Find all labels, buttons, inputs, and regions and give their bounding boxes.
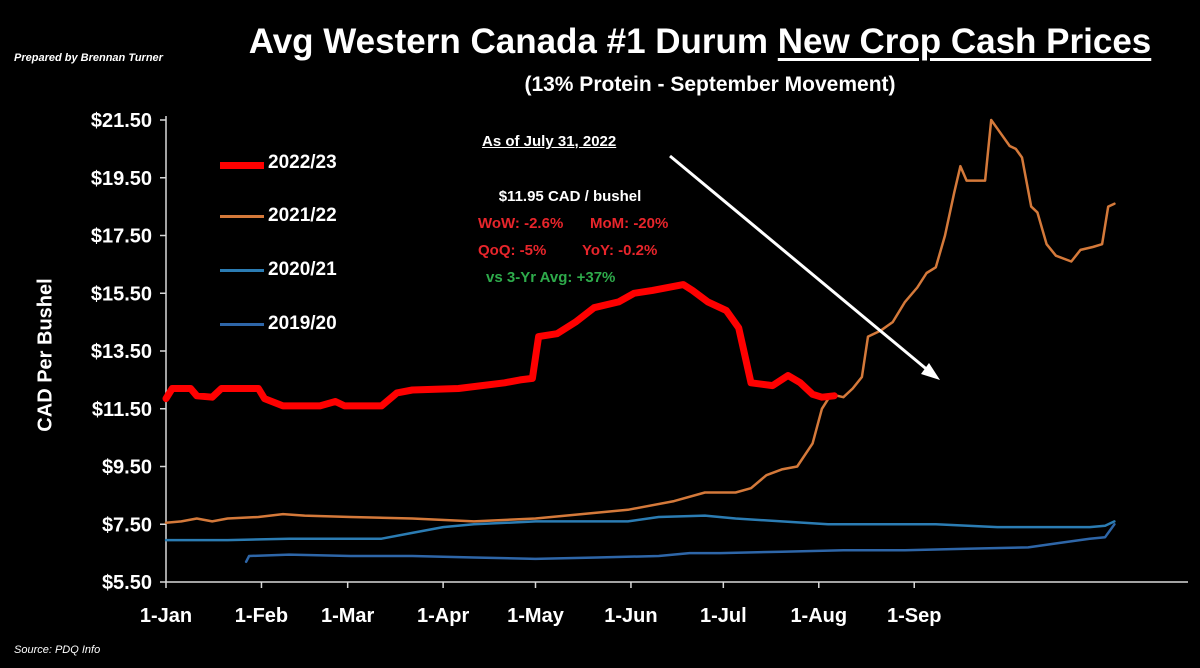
legend-swatch-2021-22 (220, 215, 264, 218)
annotation-arrow (669, 154, 931, 374)
x-tick-label: 1-Jan (140, 605, 192, 627)
credit-text: Prepared by Brennan Turner (14, 52, 163, 64)
series-line-2019-20 (244, 523, 1116, 564)
axes: $5.50 $7.50 $9.50 $11.50 $13.50 $15.50 $17.50 $… (91, 110, 1188, 627)
x-tick-label: 1-Aug (790, 605, 847, 627)
chart-subtitle: (13% Protein - September Movement) (524, 73, 896, 96)
x-tick-label: 1-Apr (417, 605, 469, 627)
annotation-as-of: As of July 31, 2022 (482, 133, 617, 150)
legend-label-2022-23: 2022/23 (268, 152, 337, 173)
chart-title-plain: Avg Western Canada #1 Durum (248, 22, 778, 61)
legend-label-2020-21: 2020/21 (268, 259, 337, 280)
y-tick-label: $11.50 (92, 399, 152, 421)
annotation-wow: WoW: -2.6% (478, 215, 564, 232)
legend-swatch-2019-20 (220, 323, 264, 326)
source-text: Source: PDQ Info (14, 644, 101, 656)
legend-swatch-2020-21 (220, 269, 264, 272)
series-line-2021-22 (164, 118, 1116, 525)
annotation-yoy: YoY: -0.2% (582, 242, 658, 259)
series-layer (162, 118, 1116, 564)
x-tick-label: 1-Mar (321, 605, 375, 627)
y-tick-label: $13.50 (91, 341, 152, 363)
annotation-mom: MoM: -20% (590, 215, 669, 232)
series-line-2022-23 (162, 281, 838, 410)
chart-title-underlined: New Crop Cash Prices (777, 22, 1152, 61)
chart-title: Avg Western Canada #1 Durum New Crop Cas… (200, 22, 1200, 62)
y-tick-label: $9.50 (102, 457, 152, 479)
annotation-arrowhead (921, 363, 940, 380)
legend-label-2021-22: 2021/22 (268, 205, 337, 226)
x-tick-label: 1-Jul (700, 605, 747, 627)
x-tick-label: 1-Sep (887, 605, 941, 627)
x-tick-label: 1-Feb (235, 605, 288, 627)
y-tick-label: $15.50 (91, 283, 152, 305)
annotation-price: $11.95 CAD / bushel (498, 188, 642, 205)
y-tick-label: $7.50 (102, 514, 152, 536)
legend-swatch-2022-23 (220, 162, 264, 169)
y-tick-label: $21.50 (91, 110, 152, 132)
series-line-2020-21 (164, 514, 1116, 542)
x-tick-label: 1-May (507, 605, 565, 627)
y-tick-label: $19.50 (91, 168, 152, 190)
annotation-vs-3yr-avg: vs 3-Yr Avg: +37% (486, 269, 616, 286)
y-tick-label: $17.50 (91, 226, 152, 248)
legend-label-2019-20: 2019/20 (268, 313, 337, 334)
annotation-qoq: QoQ: -5% (478, 242, 547, 259)
y-tick-label: $5.50 (102, 572, 152, 594)
x-tick-label: 1-Jun (604, 605, 657, 627)
